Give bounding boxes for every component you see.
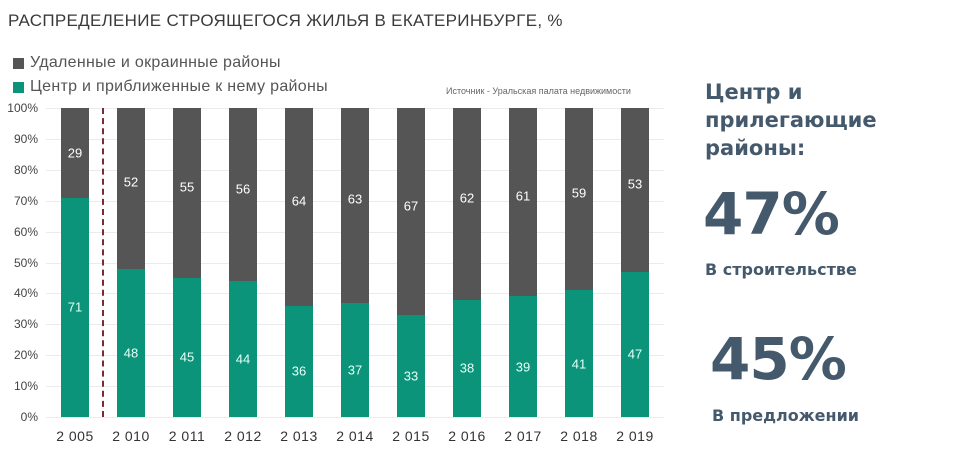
value-label-center: 33	[403, 368, 419, 384]
bar-2010: 52 48	[117, 108, 145, 417]
value-label-outer: 61	[515, 188, 531, 204]
segment-outer: 67	[397, 108, 425, 316]
segment-center: 48	[117, 268, 145, 417]
x-tick-label: 2 018	[560, 428, 598, 444]
x-tick-label: 2 017	[504, 428, 542, 444]
value-label-center: 48	[123, 345, 139, 361]
segment-center: 36	[285, 305, 313, 417]
x-tick-label: 2 005	[56, 428, 94, 444]
stat-construction-caption: В строительстве	[705, 260, 857, 279]
value-label-outer: 29	[67, 145, 83, 161]
value-label-center: 38	[459, 360, 475, 376]
legend-label-center: Центр и приближенные к нему районы	[30, 78, 328, 95]
y-tick-label: 70%	[13, 193, 38, 208]
segment-outer: 61	[509, 108, 537, 297]
value-label-center: 45	[179, 349, 195, 365]
y-tick-label: 90%	[13, 131, 38, 146]
legend-item-outer: Удаленные и окраинные районы	[13, 51, 328, 75]
bar-2016: 62 38	[453, 108, 481, 417]
value-label-center: 37	[347, 362, 363, 378]
segment-outer: 29	[61, 108, 89, 198]
bar-2014: 63 37	[341, 108, 369, 417]
segment-outer: 63	[341, 108, 369, 303]
y-tick-label: 100%	[7, 101, 38, 115]
segment-outer: 62	[453, 108, 481, 300]
value-label-center: 39	[515, 359, 531, 375]
bar-2017: 61 39	[509, 108, 537, 417]
x-tick-label: 2 010	[112, 428, 150, 444]
segment-center: 39	[509, 296, 537, 417]
segment-center: 71	[61, 197, 89, 417]
value-label-outer: 53	[627, 176, 643, 192]
legend: Удаленные и окраинные районы Центр и при…	[13, 51, 328, 99]
segment-outer: 59	[565, 108, 593, 291]
x-tick-label: 2 015	[392, 428, 430, 444]
value-label-center: 71	[67, 299, 83, 315]
period-divider	[102, 108, 104, 417]
value-label-center: 36	[291, 363, 307, 379]
value-label-outer: 59	[571, 185, 587, 201]
chart-title: РАСПРЕДЕЛЕНИЕ СТРОЯЩЕГОСЯ ЖИЛЬЯ В ЕКАТЕР…	[8, 11, 563, 30]
x-tick-label: 2 013	[280, 428, 318, 444]
bar-2019: 53 47	[621, 108, 649, 417]
value-label-outer: 55	[179, 179, 195, 195]
value-label-center: 47	[627, 346, 643, 362]
bar-2015: 67 33	[397, 108, 425, 417]
y-tick-label: 40%	[13, 286, 38, 301]
x-tick-label: 2 011	[168, 428, 206, 444]
side-heading: Центр и прилегающие районы:	[705, 78, 957, 162]
y-tick-label: 50%	[13, 255, 38, 270]
x-tick-label: 2 012	[224, 428, 262, 444]
segment-outer: 52	[117, 108, 145, 269]
segment-center: 44	[229, 281, 257, 417]
y-tick-label: 60%	[13, 224, 38, 239]
side-heading-line1: Центр и	[705, 80, 803, 104]
value-label-center: 41	[571, 356, 587, 372]
segment-outer: 53	[621, 108, 649, 272]
segment-outer: 56	[229, 108, 257, 282]
segment-center: 47	[621, 271, 649, 417]
segment-outer: 55	[173, 108, 201, 278]
y-tick-label: 80%	[13, 162, 38, 177]
value-label-outer: 64	[291, 193, 307, 209]
segment-center: 41	[565, 290, 593, 417]
source-note: Источник - Уральская палата недвижимости	[446, 86, 631, 96]
segment-center: 45	[173, 277, 201, 417]
legend-label-outer: Удаленные и окраинные районы	[30, 54, 281, 71]
x-tick-label: 2 014	[336, 428, 374, 444]
x-tick-label: 2 016	[448, 428, 486, 444]
y-tick-label: 30%	[13, 317, 38, 332]
legend-swatch-outer	[13, 57, 24, 69]
side-heading-line2: прилегающие районы:	[705, 108, 877, 160]
bar-2005: 29 71	[61, 108, 89, 417]
y-tick-label: 0%	[20, 410, 38, 424]
value-label-outer: 63	[347, 191, 363, 207]
segment-center: 37	[341, 302, 369, 417]
y-tick-label: 20%	[13, 348, 38, 363]
stat-offer-value: 45%	[710, 325, 847, 393]
segment-center: 33	[397, 315, 425, 417]
bar-2013: 64 36	[285, 108, 313, 417]
bar-2011: 55 45	[173, 108, 201, 417]
x-tick-label: 2 019	[616, 428, 654, 444]
bar-2012: 56 44	[229, 108, 257, 417]
gridline	[46, 417, 664, 418]
value-label-outer: 56	[235, 181, 251, 197]
bar-2018: 59 41	[565, 108, 593, 417]
legend-item-center: Центр и приближенные к нему районы	[13, 75, 328, 99]
stat-construction-value: 47%	[703, 180, 840, 248]
value-label-center: 44	[235, 351, 251, 367]
segment-outer: 64	[285, 108, 313, 306]
value-label-outer: 62	[459, 190, 475, 206]
value-label-outer: 52	[123, 174, 139, 190]
value-label-outer: 67	[403, 198, 419, 213]
stat-offer-caption: В предложении	[712, 406, 860, 425]
legend-swatch-center	[13, 81, 24, 93]
segment-center: 38	[453, 299, 481, 417]
y-tick-label: 10%	[13, 379, 38, 394]
